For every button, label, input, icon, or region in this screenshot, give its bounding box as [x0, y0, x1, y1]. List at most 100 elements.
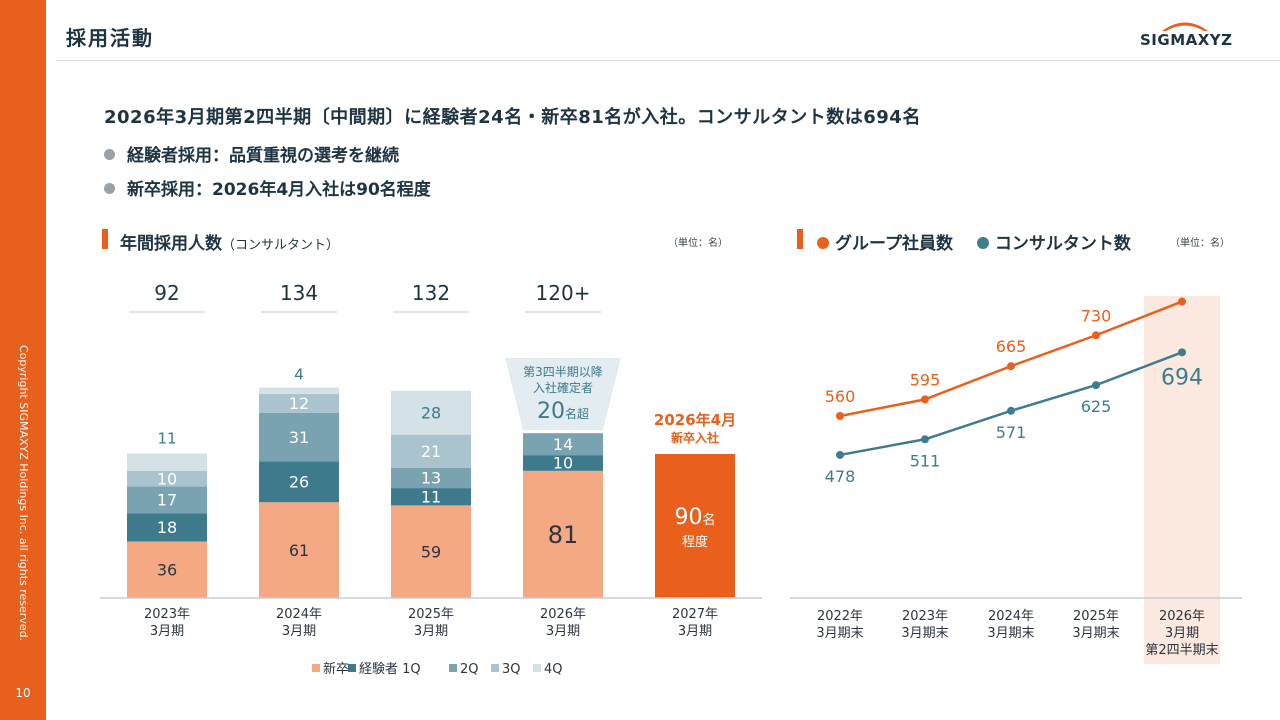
- headline: 2026年3月期第2四半期〔中間期〕に経験者24名・新卒81名が入社。コンサルタ…: [104, 107, 921, 128]
- bar-segment: [391, 467, 471, 489]
- bar-segment: [391, 505, 471, 598]
- bar-segment: [391, 434, 471, 468]
- callout-line2: 入社確定者: [533, 380, 593, 395]
- bar-value-label: 17: [157, 491, 177, 510]
- line-point: [1178, 297, 1186, 306]
- x-tick-label: 2027年: [672, 607, 718, 622]
- bar-value-label: 59: [421, 542, 441, 561]
- legend-swatch: [491, 664, 499, 672]
- x-tick-label: 2022年: [817, 609, 863, 624]
- bar-segment: [259, 461, 339, 503]
- bar-segment: [523, 433, 603, 456]
- highlight-column: [1144, 296, 1220, 664]
- bar-segment: [127, 453, 207, 471]
- logo-arc-icon: [1162, 22, 1208, 31]
- bar-value-label: 61: [289, 541, 309, 560]
- page-title: 採用活動: [66, 26, 154, 50]
- x-tick-label: 2024年: [276, 607, 322, 622]
- section-marker: [102, 229, 108, 249]
- bar-segment: [391, 488, 471, 506]
- bar-segment: [391, 390, 471, 435]
- line-value-label: 511: [910, 451, 941, 470]
- x-tick-label: 第2四半期末: [1145, 643, 1218, 658]
- line-value-label: 595: [910, 370, 941, 389]
- line-point: [836, 412, 844, 420]
- bar-value-label: 31: [289, 428, 309, 447]
- line-value-label: 730: [1081, 306, 1112, 325]
- line-value-label: 560: [825, 387, 856, 406]
- bar-segment: [127, 541, 207, 598]
- bullet-dot-icon: [104, 149, 115, 160]
- line-point: [836, 450, 844, 459]
- bar-value-label: 21: [421, 442, 441, 461]
- bar-segment: [523, 455, 603, 471]
- group-legend-dot-icon: [817, 237, 829, 249]
- x-tick-label: 3月期: [282, 624, 316, 639]
- line-point: [1092, 381, 1100, 390]
- bar-segment: [127, 513, 207, 542]
- bar-segment: [127, 470, 207, 487]
- line-value-label: 478: [825, 467, 856, 486]
- bar-value-label: 12: [289, 394, 309, 413]
- x-tick-label: 3月期: [150, 624, 184, 639]
- bar-value-label: 10: [553, 454, 573, 473]
- section-marker: [797, 229, 803, 249]
- bullet-dot-icon: [104, 183, 115, 194]
- page-number: 10: [15, 686, 31, 700]
- x-tick-label: 3月期末: [987, 626, 1034, 641]
- group-series-line: [839, 300, 1183, 418]
- line-value-label: 625: [1081, 397, 1112, 416]
- x-tick-label: 3月期: [414, 624, 448, 639]
- x-tick-label: 2025年: [408, 607, 454, 622]
- bar-value-label: 4: [294, 366, 304, 384]
- legend-label: 2Q: [460, 662, 479, 677]
- bar-value-label: 18: [157, 518, 177, 537]
- line-point: [1007, 406, 1015, 415]
- x-tick-label: 3月期末: [901, 626, 948, 641]
- line-point: [1178, 348, 1186, 357]
- line-unit-label: （単位：名）: [1170, 238, 1230, 249]
- x-tick-label: 2026年: [1159, 609, 1205, 624]
- bar-section-title: 年間採用人数（コンサルタント）: [120, 234, 340, 254]
- line-value-label: 801: [1167, 290, 1198, 292]
- bar-value-label: 13: [421, 469, 441, 488]
- headcount-line-chart: 560 595 665 730 801 478 511 571 625 694 2022年 3月期末 2…: [790, 290, 1242, 664]
- forecast-bar: [655, 454, 735, 598]
- bar-value-label: 11: [157, 430, 176, 448]
- x-tick-label: 2023年: [144, 607, 190, 622]
- bar-total-label: 132: [412, 281, 450, 305]
- bar-total-label: 134: [280, 281, 318, 305]
- legend-label: 4Q: [544, 662, 563, 677]
- sidebar-band: Copyright SIGMAXYZ Holdings Inc. all rig…: [0, 0, 46, 720]
- legend-label: 経験者 1Q: [359, 662, 421, 677]
- legend-swatch: [449, 664, 457, 672]
- x-tick-label: 3月期: [546, 624, 580, 639]
- bar-segment: [259, 393, 339, 413]
- legend-swatch: [348, 664, 356, 672]
- line-value-label: 665: [996, 337, 1027, 356]
- bar-value-label: 36: [157, 561, 177, 580]
- bullet-item: 経験者採用：品質重視の選考を継続: [104, 141, 399, 166]
- callout-line1: 第3四半期以降: [523, 365, 603, 379]
- bar-value-label: 14: [553, 435, 573, 454]
- bar-value-label: 28: [421, 404, 441, 423]
- bar-total-label: 120+: [536, 281, 591, 305]
- legend-swatch: [533, 664, 541, 672]
- legend-label: 3Q: [502, 662, 521, 677]
- x-tick-label: 2023年: [902, 609, 948, 624]
- line-value-label: 694: [1161, 365, 1203, 390]
- callout-value: 20名超: [537, 399, 589, 424]
- line-legend: グループ社員数 コンサルタント数: [817, 229, 1131, 254]
- forecast-annotation: 新卒入社: [671, 430, 719, 445]
- x-tick-label: 3月期末: [816, 626, 863, 641]
- bar-segment: [127, 486, 207, 514]
- forecast-annotation: 2026年4月: [654, 411, 736, 429]
- bar-segment: [259, 412, 339, 462]
- x-tick-label: 2024年: [988, 609, 1034, 624]
- bar-segment: [259, 387, 339, 394]
- forecast-value-label: 90名: [674, 505, 715, 530]
- callout-shape: [505, 358, 621, 430]
- bar-value-label: 81: [548, 521, 579, 549]
- sigmaxyz-logo: SIGMAXYZ: [1140, 18, 1232, 49]
- bar-segment: [259, 502, 339, 598]
